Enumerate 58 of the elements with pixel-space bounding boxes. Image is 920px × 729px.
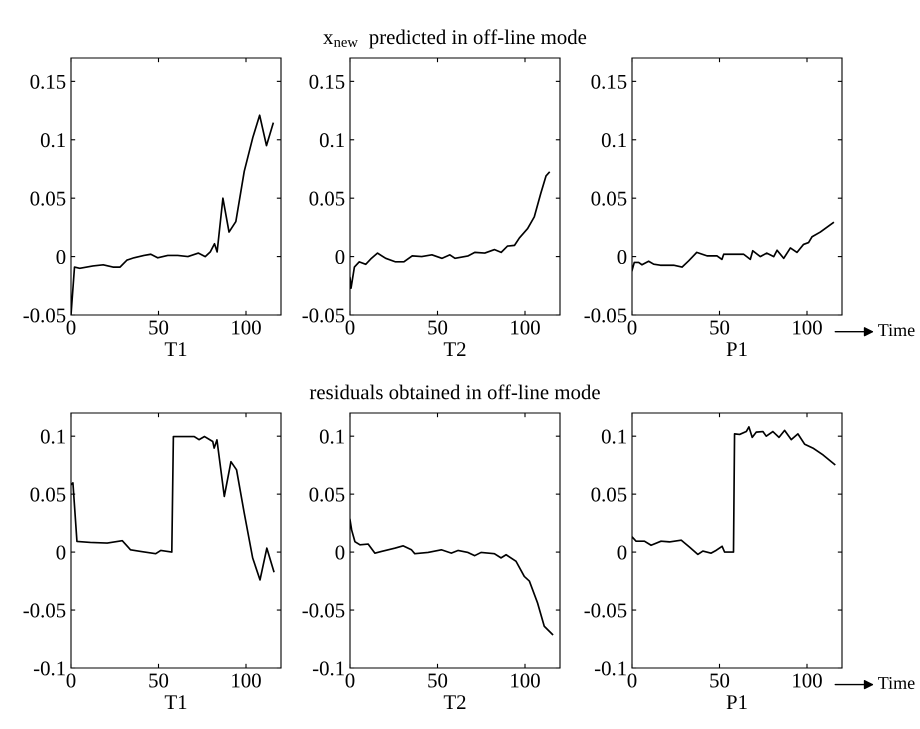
y-tick-label: 0	[618, 250, 626, 264]
x-axis-title: P1	[726, 342, 747, 356]
x-tick-label: 50	[710, 320, 730, 335]
y-tick-label: 0.1	[40, 133, 65, 148]
y-tick-label: -0.1	[34, 661, 65, 676]
y-tick-label: -0.1	[312, 661, 344, 676]
x-tick-label: 0	[346, 673, 354, 688]
y-tick-label: 0	[56, 250, 66, 264]
y-tick-label: 0.15	[591, 74, 626, 89]
x-tick-label: 50	[149, 673, 168, 688]
text: Time	[878, 324, 915, 336]
y-tick-label: 0.1	[602, 133, 626, 148]
chart-title: residuals obtained in off-line mode	[310, 384, 600, 400]
x-tick-label: 50	[149, 320, 168, 335]
y-tick-label: 0.05	[309, 488, 344, 502]
x-tick-label: 100	[232, 673, 261, 688]
y-tick-label: -0.1	[594, 661, 626, 676]
y-tick-label: 0.05	[30, 192, 66, 206]
y-tick-label: 0.1	[602, 430, 626, 444]
x-axis-title: T2	[444, 695, 466, 709]
y-tick-label: -0.05	[24, 603, 66, 618]
y-tick-label: 0	[336, 545, 344, 560]
x-tick-label: 100	[793, 673, 822, 688]
y-tick-label: 0	[336, 250, 344, 264]
x-tick-label: 0	[66, 320, 76, 335]
x-tick-label: 100	[232, 320, 261, 335]
x-tick-label: 0	[628, 320, 636, 335]
y-tick-label: -0.05	[24, 308, 66, 323]
y-tick-label: 0.05	[30, 488, 66, 502]
x-tick-label: 0	[66, 673, 76, 688]
x-axis-title: T1	[164, 342, 186, 356]
y-tick-label: 0.05	[591, 488, 626, 502]
y-tick-label: 0	[618, 545, 626, 560]
x-tick-label: 50	[428, 320, 448, 335]
y-tick-label: -0.05	[584, 603, 626, 618]
x-tick-label: 100	[793, 320, 822, 335]
x-axis-title: T1	[164, 695, 186, 709]
y-tick-label: 0.1	[320, 430, 344, 444]
y-tick-label: -0.05	[584, 308, 626, 323]
text: Time	[878, 676, 915, 690]
x-tick-label: 100	[511, 320, 540, 335]
x-tick-label: 0	[628, 673, 636, 688]
y-tick-label: 0.1	[320, 133, 344, 148]
y-tick-label: 0	[56, 545, 66, 560]
x-tick-label: 100	[511, 673, 540, 688]
x-axis-title: P1	[726, 695, 747, 709]
y-tick-label: -0.05	[302, 308, 344, 323]
y-tick-label: 0.15	[309, 74, 344, 89]
y-tick-label: 0.05	[591, 192, 626, 206]
y-tick-label: -0.05	[302, 603, 344, 618]
y-tick-label: 0.1	[40, 430, 65, 444]
chart-title: x$_{new}$ predicted in off-line mode	[323, 29, 586, 48]
x-tick-label: 50	[428, 673, 448, 688]
x-axis-title: T2	[444, 342, 466, 356]
y-tick-label: 0.05	[309, 192, 344, 206]
x-tick-label: 0	[346, 320, 354, 335]
x-tick-label: 50	[710, 673, 730, 688]
y-tick-label: 0.15	[30, 74, 66, 89]
